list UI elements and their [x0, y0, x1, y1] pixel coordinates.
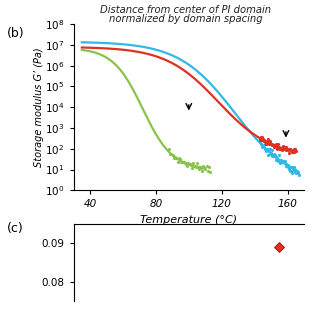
X-axis label: Temperature (°C): Temperature (°C)	[140, 215, 237, 225]
Text: normalized by domain spacing: normalized by domain spacing	[109, 14, 262, 24]
Text: Distance from center of PI domain: Distance from center of PI domain	[100, 5, 271, 15]
Y-axis label: Storage modulus G’ (Pa): Storage modulus G’ (Pa)	[34, 47, 44, 167]
Text: (b): (b)	[6, 27, 24, 40]
Text: (c): (c)	[6, 222, 23, 236]
